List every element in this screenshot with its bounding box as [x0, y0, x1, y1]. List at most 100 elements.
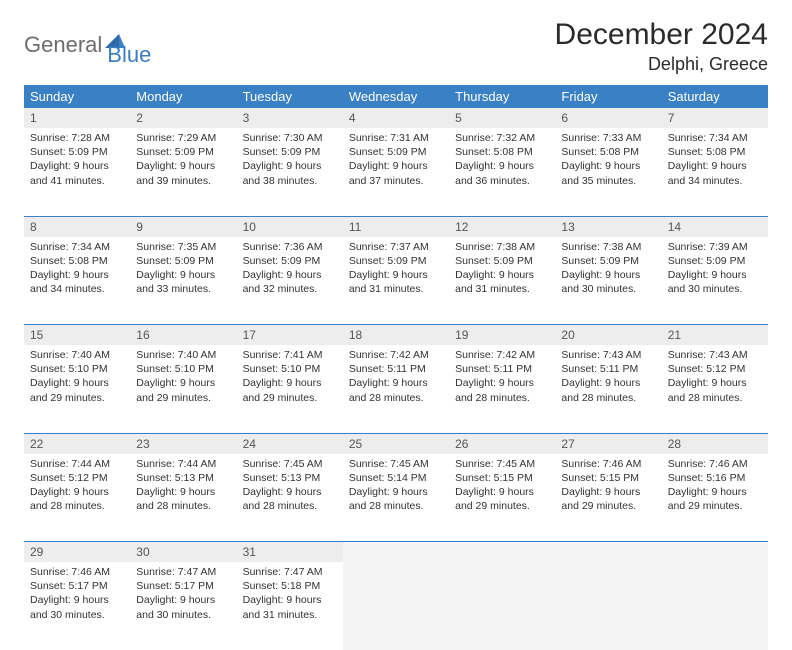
sunrise-text: Sunrise: 7:37 AM	[349, 240, 443, 254]
month-title: December 2024	[555, 18, 768, 52]
day-number: 30	[130, 542, 236, 563]
sunset-text: Sunset: 5:08 PM	[561, 145, 655, 159]
day-content-row: Sunrise: 7:28 AMSunset: 5:09 PMDaylight:…	[24, 128, 768, 216]
day-header: Friday	[555, 85, 661, 108]
day-cell: Sunrise: 7:46 AMSunset: 5:16 PMDaylight:…	[662, 454, 768, 542]
sunset-text: Sunset: 5:09 PM	[349, 145, 443, 159]
daylight-text: Daylight: 9 hours and 38 minutes.	[243, 159, 337, 187]
day-cell: Sunrise: 7:36 AMSunset: 5:09 PMDaylight:…	[237, 237, 343, 325]
sunset-text: Sunset: 5:11 PM	[455, 362, 549, 376]
sunset-text: Sunset: 5:09 PM	[349, 254, 443, 268]
sunset-text: Sunset: 5:10 PM	[136, 362, 230, 376]
daylight-text: Daylight: 9 hours and 28 minutes.	[455, 376, 549, 404]
sunrise-text: Sunrise: 7:35 AM	[136, 240, 230, 254]
daylight-text: Daylight: 9 hours and 41 minutes.	[30, 159, 124, 187]
sunset-text: Sunset: 5:17 PM	[30, 579, 124, 593]
day-header: Thursday	[449, 85, 555, 108]
sunset-text: Sunset: 5:14 PM	[349, 471, 443, 485]
day-cell: Sunrise: 7:28 AMSunset: 5:09 PMDaylight:…	[24, 128, 130, 216]
sunset-text: Sunset: 5:09 PM	[455, 254, 549, 268]
day-number	[555, 542, 661, 563]
day-cell: Sunrise: 7:38 AMSunset: 5:09 PMDaylight:…	[449, 237, 555, 325]
sunset-text: Sunset: 5:10 PM	[30, 362, 124, 376]
day-cell: Sunrise: 7:40 AMSunset: 5:10 PMDaylight:…	[130, 345, 236, 433]
day-number: 8	[24, 216, 130, 237]
day-cell: Sunrise: 7:47 AMSunset: 5:17 PMDaylight:…	[130, 562, 236, 650]
sunset-text: Sunset: 5:12 PM	[668, 362, 762, 376]
sunrise-text: Sunrise: 7:33 AM	[561, 131, 655, 145]
day-number: 12	[449, 216, 555, 237]
day-cell: Sunrise: 7:38 AMSunset: 5:09 PMDaylight:…	[555, 237, 661, 325]
day-content-row: Sunrise: 7:34 AMSunset: 5:08 PMDaylight:…	[24, 237, 768, 325]
sunset-text: Sunset: 5:15 PM	[455, 471, 549, 485]
day-header-row: Sunday Monday Tuesday Wednesday Thursday…	[24, 85, 768, 108]
day-cell: Sunrise: 7:45 AMSunset: 5:13 PMDaylight:…	[237, 454, 343, 542]
logo-text-general: General	[24, 32, 102, 58]
sunset-text: Sunset: 5:09 PM	[30, 145, 124, 159]
daylight-text: Daylight: 9 hours and 29 minutes.	[136, 376, 230, 404]
sunset-text: Sunset: 5:12 PM	[30, 471, 124, 485]
sunrise-text: Sunrise: 7:31 AM	[349, 131, 443, 145]
day-number: 27	[555, 433, 661, 454]
sunrise-text: Sunrise: 7:43 AM	[668, 348, 762, 362]
day-cell	[449, 562, 555, 650]
day-cell: Sunrise: 7:35 AMSunset: 5:09 PMDaylight:…	[130, 237, 236, 325]
day-number: 23	[130, 433, 236, 454]
day-number-row: 1234567	[24, 108, 768, 128]
logo: General Blue	[24, 22, 151, 68]
day-number: 28	[662, 433, 768, 454]
day-cell: Sunrise: 7:42 AMSunset: 5:11 PMDaylight:…	[343, 345, 449, 433]
sunset-text: Sunset: 5:11 PM	[561, 362, 655, 376]
day-number	[662, 542, 768, 563]
day-number: 11	[343, 216, 449, 237]
sunset-text: Sunset: 5:18 PM	[243, 579, 337, 593]
location: Delphi, Greece	[555, 54, 768, 75]
sunset-text: Sunset: 5:09 PM	[668, 254, 762, 268]
sunrise-text: Sunrise: 7:47 AM	[243, 565, 337, 579]
sunrise-text: Sunrise: 7:39 AM	[668, 240, 762, 254]
daylight-text: Daylight: 9 hours and 30 minutes.	[668, 268, 762, 296]
day-cell: Sunrise: 7:45 AMSunset: 5:15 PMDaylight:…	[449, 454, 555, 542]
daylight-text: Daylight: 9 hours and 37 minutes.	[349, 159, 443, 187]
daylight-text: Daylight: 9 hours and 32 minutes.	[243, 268, 337, 296]
sunset-text: Sunset: 5:15 PM	[561, 471, 655, 485]
daylight-text: Daylight: 9 hours and 28 minutes.	[30, 485, 124, 513]
day-cell: Sunrise: 7:33 AMSunset: 5:08 PMDaylight:…	[555, 128, 661, 216]
day-number: 24	[237, 433, 343, 454]
calendar-table: Sunday Monday Tuesday Wednesday Thursday…	[24, 85, 768, 650]
day-cell: Sunrise: 7:46 AMSunset: 5:17 PMDaylight:…	[24, 562, 130, 650]
day-number-row: 891011121314	[24, 216, 768, 237]
day-number: 29	[24, 542, 130, 563]
day-cell: Sunrise: 7:32 AMSunset: 5:08 PMDaylight:…	[449, 128, 555, 216]
sunrise-text: Sunrise: 7:45 AM	[349, 457, 443, 471]
sunrise-text: Sunrise: 7:44 AM	[30, 457, 124, 471]
day-header: Saturday	[662, 85, 768, 108]
day-number: 25	[343, 433, 449, 454]
sunrise-text: Sunrise: 7:40 AM	[136, 348, 230, 362]
daylight-text: Daylight: 9 hours and 39 minutes.	[136, 159, 230, 187]
sunrise-text: Sunrise: 7:29 AM	[136, 131, 230, 145]
day-number: 3	[237, 108, 343, 128]
daylight-text: Daylight: 9 hours and 29 minutes.	[668, 485, 762, 513]
daylight-text: Daylight: 9 hours and 28 minutes.	[243, 485, 337, 513]
sunrise-text: Sunrise: 7:34 AM	[668, 131, 762, 145]
daylight-text: Daylight: 9 hours and 35 minutes.	[561, 159, 655, 187]
day-cell: Sunrise: 7:42 AMSunset: 5:11 PMDaylight:…	[449, 345, 555, 433]
daylight-text: Daylight: 9 hours and 28 minutes.	[561, 376, 655, 404]
daylight-text: Daylight: 9 hours and 28 minutes.	[136, 485, 230, 513]
day-number: 2	[130, 108, 236, 128]
day-cell: Sunrise: 7:43 AMSunset: 5:12 PMDaylight:…	[662, 345, 768, 433]
day-content-row: Sunrise: 7:40 AMSunset: 5:10 PMDaylight:…	[24, 345, 768, 433]
daylight-text: Daylight: 9 hours and 33 minutes.	[136, 268, 230, 296]
day-cell: Sunrise: 7:43 AMSunset: 5:11 PMDaylight:…	[555, 345, 661, 433]
day-cell: Sunrise: 7:47 AMSunset: 5:18 PMDaylight:…	[237, 562, 343, 650]
sunrise-text: Sunrise: 7:28 AM	[30, 131, 124, 145]
sunset-text: Sunset: 5:09 PM	[136, 254, 230, 268]
day-number-row: 15161718192021	[24, 325, 768, 346]
daylight-text: Daylight: 9 hours and 36 minutes.	[455, 159, 549, 187]
day-cell	[343, 562, 449, 650]
daylight-text: Daylight: 9 hours and 30 minutes.	[136, 593, 230, 621]
day-number: 18	[343, 325, 449, 346]
day-number: 9	[130, 216, 236, 237]
sunrise-text: Sunrise: 7:42 AM	[455, 348, 549, 362]
